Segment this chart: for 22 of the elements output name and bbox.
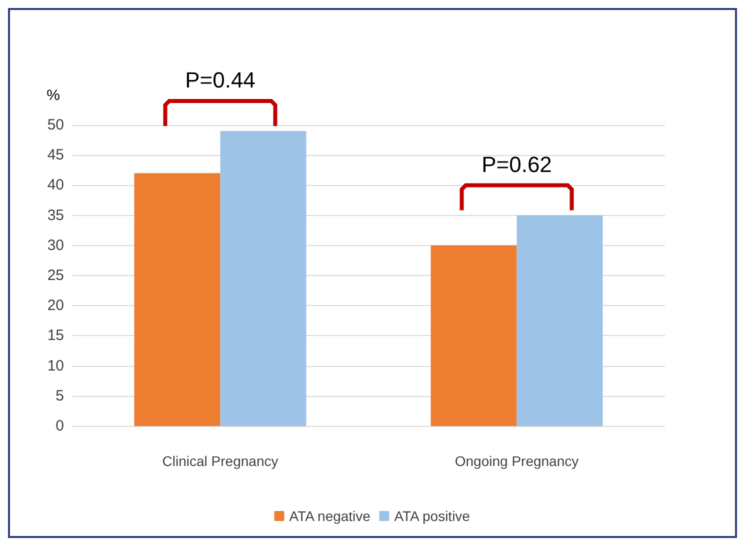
- bar: [134, 173, 220, 426]
- y-tick-label: 50: [47, 116, 64, 134]
- y-tick-label: 20: [47, 297, 64, 314]
- y-axis-title: %: [46, 87, 60, 104]
- legend-label: ATA positive: [394, 508, 470, 524]
- x-tick-label: Ongoing Pregnancy: [454, 453, 579, 469]
- y-tick-label: 40: [47, 176, 64, 194]
- text: P=0.44: [185, 68, 256, 93]
- x-tick-label: Clinical Pregnancy: [162, 453, 278, 469]
- y-tick-label: 35: [47, 206, 64, 224]
- legend-label: ATA negative: [289, 508, 371, 524]
- y-tick-label: 15: [47, 327, 64, 344]
- bar: [516, 215, 603, 426]
- y-tick-label: 0: [56, 418, 64, 434]
- y-tick-label: 45: [47, 146, 64, 164]
- bar: [430, 245, 517, 426]
- y-tick-label: 5: [56, 387, 64, 404]
- y-tick-label: 30: [47, 236, 64, 254]
- y-tick-label: 25: [47, 267, 64, 284]
- y-tick-label: 10: [47, 357, 64, 374]
- annotation: P=0.62: [482, 152, 552, 177]
- bar: [220, 131, 306, 426]
